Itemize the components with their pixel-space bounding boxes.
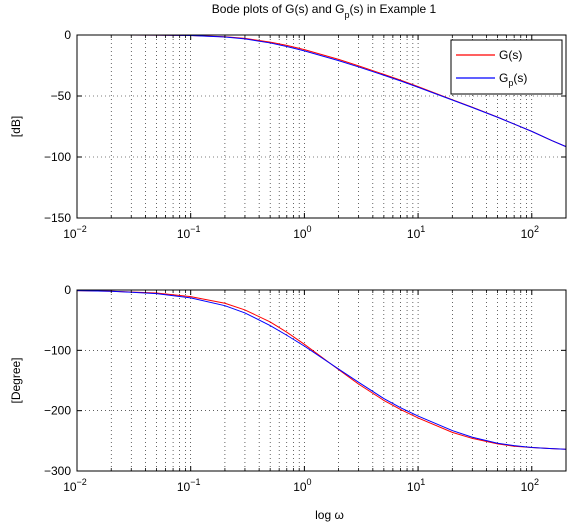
- x-axis-label: log ω: [315, 508, 344, 522]
- y-axis-label: [dB]: [9, 116, 23, 137]
- legend-label-series-gp: Gp(s): [499, 71, 527, 88]
- grid: [77, 290, 566, 471]
- y-tick-label: −150: [44, 211, 71, 225]
- y-tick-label: −50: [51, 89, 72, 103]
- y-tick-label: 0: [64, 28, 71, 42]
- x-tick-label: 102: [521, 477, 539, 494]
- axes-box: [76, 34, 567, 219]
- x-tick-label: 100: [293, 224, 311, 241]
- y-tick-label: −100: [44, 343, 71, 357]
- legend: G(s) Gp(s): [450, 39, 563, 95]
- y-tick-label: −300: [44, 464, 71, 478]
- grid: [77, 35, 566, 218]
- y-axis-label: [Degree]: [9, 357, 23, 403]
- axes-box: [76, 289, 567, 472]
- y-tick-label: −100: [44, 150, 71, 164]
- figure-title: Bode plots of G(s) and Gp(s) in Example …: [212, 2, 437, 20]
- x-tick-label: 10−2: [63, 224, 87, 241]
- series-gp-line: [76, 290, 567, 450]
- x-tick-label: 102: [521, 224, 539, 241]
- series-g-line: [76, 290, 567, 450]
- legend-box: [450, 39, 563, 95]
- x-tick-label: 101: [407, 477, 425, 494]
- y-tick-label: 0: [64, 283, 71, 297]
- x-tick-label: 101: [407, 224, 425, 241]
- x-tick-label: 10−1: [177, 224, 201, 241]
- x-tick-label: 100: [293, 477, 311, 494]
- x-tick-label: 10−1: [177, 477, 201, 494]
- series-gp-line: [77, 34, 567, 148]
- x-tick-label: 10−2: [63, 477, 87, 494]
- legend-label-series-g: G(s): [499, 48, 522, 62]
- y-tick-label: −200: [44, 404, 71, 418]
